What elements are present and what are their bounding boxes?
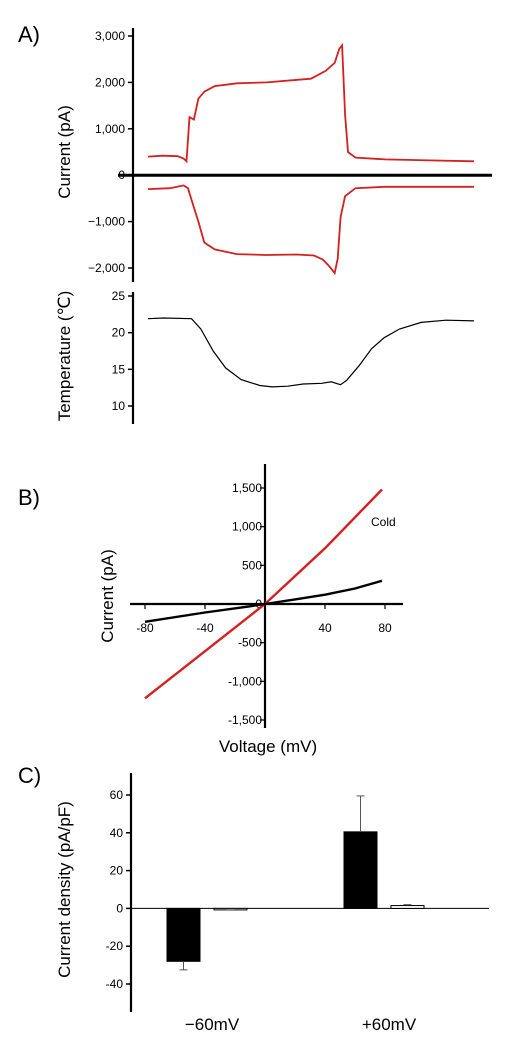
y-tick-label: 1,000 [95,122,125,136]
y-tick-label: 1,500 [232,481,262,495]
panel-a-temperature-chart: 25 20 15 10 Temperature (℃) [55,289,475,424]
y-axis-title: Current (pA) [98,549,117,643]
y-tick-label: 15 [112,362,126,376]
filled-bar [166,907,201,962]
x-tick-label: -40 [196,621,214,635]
y-tick-label: 1,000 [232,520,262,534]
category-label: +60mV [362,1015,417,1034]
temperature-trace [147,317,475,388]
y-tick-label: 20 [110,864,124,878]
y-tick-label: -20 [106,939,124,953]
panel-label-c: C) [18,763,41,788]
y-tick-label: -1,000 [228,674,262,688]
y-tick-label: 0 [118,168,125,182]
x-tick-label: 80 [378,621,392,635]
open-bar [390,905,425,909]
baseline-iv-trace [144,579,383,623]
y-axis-title: Current density (pA/pF) [55,801,74,978]
y-tick-label: -500 [238,636,262,650]
y-tick-label: 3,000 [95,29,125,43]
x-tick-label: 40 [318,621,332,635]
cold-annotation: Cold [371,515,396,529]
outward-current-trace [147,42,475,164]
y-tick-label: −1,000 [88,215,125,229]
filled-bar [343,831,378,909]
y-tick-label: 60 [110,788,124,802]
x-tick-label: -80 [136,621,154,635]
y-tick-label: 0 [116,901,123,915]
y-tick-label: -40 [106,977,124,991]
panel-label-b: B) [18,485,40,510]
y-axis-title: Temperature (℃) [55,291,74,422]
y-tick-label: -1,500 [228,713,262,727]
panel-c-bar-chart: 60 40 20 0 -20 -40 Current density (pA/pF) −60m… [55,773,489,1034]
y-tick-label: −2,000 [88,261,125,275]
x-axis-title: Voltage (mV) [219,737,317,756]
y-tick-label: 10 [112,399,126,413]
y-tick-label: 500 [242,558,262,572]
y-tick-label: 40 [110,826,124,840]
panel-a-current-chart: 3,000 2,000 1,000 0 −1,000 −2,000 Current (pA) [55,28,492,282]
panel-label-a: A) [18,22,40,47]
category-label: −60mV [185,1015,240,1034]
y-axis-title: Current (pA) [55,105,74,199]
y-tick-label: 2,000 [95,75,125,89]
y-tick-label: 25 [112,289,126,303]
inward-current-trace [147,184,474,276]
y-tick-label: 20 [112,326,126,340]
cold-iv-trace [144,488,383,700]
